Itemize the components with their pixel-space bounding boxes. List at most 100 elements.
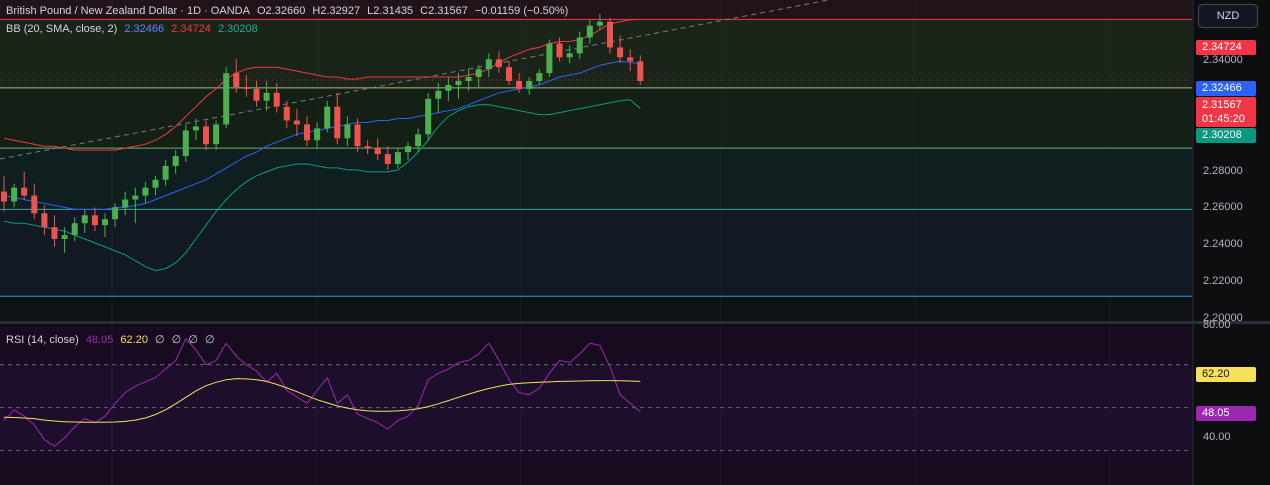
candle-body	[516, 80, 523, 89]
last-price-value: 2.31567	[1202, 99, 1242, 111]
candle	[122, 191, 129, 216]
candle	[455, 73, 462, 99]
candle	[475, 65, 482, 87]
candle-body	[465, 77, 472, 81]
candle	[11, 183, 18, 208]
bb-legend: BB (20, SMA, close, 2) 2.32466 2.34724 2…	[6, 23, 262, 35]
candle	[506, 61, 512, 85]
candle	[536, 69, 543, 85]
candle	[425, 92, 432, 141]
change-value: −0.01159 (−0.50%)	[474, 5, 569, 17]
candle	[415, 128, 422, 153]
lower-band-tag: 2.30208	[1196, 128, 1256, 143]
candle	[233, 59, 240, 93]
price-tick: 2.22000	[1203, 275, 1243, 287]
candle-body	[475, 69, 482, 78]
candle-body	[31, 195, 38, 214]
candle	[485, 53, 492, 78]
candle	[495, 51, 502, 74]
candle-body	[253, 88, 260, 101]
currency-button[interactable]: NZD	[1198, 4, 1258, 28]
countdown-value: 01:45:20	[1202, 113, 1245, 125]
candle	[627, 49, 634, 72]
candle	[21, 171, 28, 200]
candle-body	[263, 92, 270, 101]
candle-body	[405, 146, 411, 153]
candle-body	[273, 92, 280, 107]
candle	[192, 118, 199, 141]
zone-lower	[0, 87, 1192, 149]
candle	[324, 100, 331, 133]
candle-body	[11, 187, 18, 202]
candle-body	[192, 126, 199, 131]
candle-body	[1, 191, 7, 202]
candle-body	[556, 43, 563, 58]
candle	[374, 138, 381, 160]
candle-body	[495, 59, 502, 68]
candle-body	[182, 130, 189, 157]
candle-body	[364, 146, 371, 149]
candle	[253, 80, 260, 107]
candle-body	[233, 73, 240, 87]
rsi-pane[interactable]	[0, 0, 1194, 485]
candle	[203, 120, 209, 151]
candle-body	[324, 106, 331, 129]
candle	[394, 148, 401, 168]
rsi-ma-line	[3, 378, 641, 423]
candle-body	[637, 61, 644, 81]
candle	[31, 183, 38, 220]
candle	[445, 77, 452, 101]
candle-body	[536, 73, 543, 81]
candle	[81, 209, 88, 234]
candle-body	[283, 106, 290, 121]
candle	[132, 187, 139, 224]
candle	[526, 77, 533, 95]
candle	[273, 82, 280, 113]
candle-body	[586, 25, 593, 38]
candle-body	[394, 152, 401, 164]
candle-body	[213, 124, 220, 145]
candle	[435, 82, 442, 113]
rsi-ma-tag: 62.20	[1196, 367, 1256, 382]
candle-body	[546, 43, 553, 74]
bb-basis-line	[3, 60, 641, 210]
open-value: O2.32660	[257, 5, 306, 17]
candle-body	[61, 235, 68, 240]
candle	[576, 31, 583, 60]
candle	[566, 45, 573, 64]
price-tick: 2.28000	[1203, 165, 1243, 177]
candle-body	[21, 187, 28, 196]
candle-body	[415, 134, 422, 147]
rsi-extra-3: ∅	[188, 334, 198, 346]
candle	[556, 37, 563, 62]
candle	[102, 213, 108, 238]
candle	[71, 217, 78, 241]
candle-body	[384, 154, 391, 164]
candle	[617, 35, 624, 64]
rsi-ma-value: 62.20	[120, 334, 148, 346]
candle-body	[293, 120, 300, 125]
candle-body	[142, 187, 149, 196]
price-tick: 2.34000	[1203, 54, 1243, 66]
candle-body	[162, 165, 169, 180]
rsi-label: RSI (14, close)	[6, 334, 79, 346]
rsi-legend: RSI (14, close) 48.05 62.20 ∅ ∅ ∅ ∅	[6, 333, 219, 346]
candle	[112, 203, 119, 228]
high-value: H2.32927	[312, 5, 361, 17]
candle-body	[576, 37, 583, 54]
candle-body	[374, 148, 381, 155]
candle-body	[344, 124, 351, 139]
bb-upper-line	[3, 18, 641, 151]
candle-body	[91, 215, 98, 226]
candle	[304, 116, 310, 147]
bb-upper-value: 2.34724	[171, 23, 211, 35]
candle-body	[71, 223, 78, 236]
candle-body	[455, 80, 462, 85]
candle	[354, 118, 361, 153]
bb-basis-value: 2.32466	[124, 23, 165, 35]
rsi-extra-4: ∅	[204, 334, 215, 346]
candle	[142, 181, 149, 204]
rsi-line	[3, 338, 641, 447]
